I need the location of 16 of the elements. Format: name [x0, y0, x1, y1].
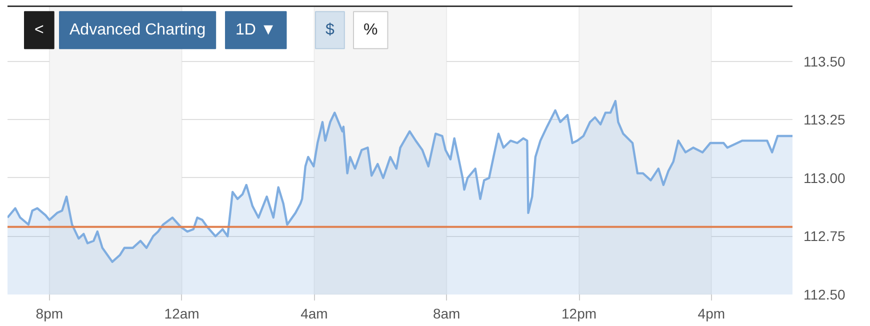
y-tick-label: 113.00 — [804, 170, 846, 186]
annotation: $ — [326, 22, 334, 39]
x-tick-label: 12am — [164, 306, 200, 322]
annotation: 1D ▼ — [236, 22, 276, 39]
x-tick-label: 8am — [432, 306, 460, 322]
y-tick-label: 113.50 — [804, 53, 846, 70]
annotation: % — [364, 22, 378, 39]
x-tick-label: 4pm — [698, 306, 726, 322]
y-tick-label: 112.50 — [804, 286, 846, 302]
annotation: < — [34, 22, 44, 39]
y-tick-label: 112.75 — [804, 228, 846, 244]
x-tick-label: 4am — [300, 306, 328, 322]
x-tick-label: 8pm — [36, 306, 64, 322]
x-tick-label: 12pm — [562, 306, 597, 322]
y-tick-label: 113.25 — [804, 112, 846, 128]
annotation: Advanced Charting — [70, 22, 206, 39]
